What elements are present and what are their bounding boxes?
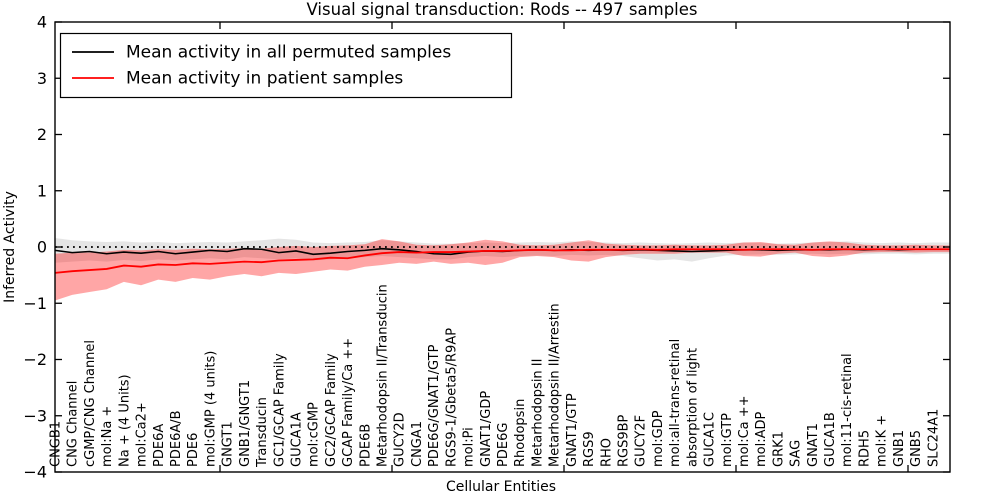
x-tick-label: GNAT1: [806, 423, 821, 467]
x-tick-label: mol:all-trans-retinal: [668, 339, 683, 467]
x-tick-label: mol:cGMP: [307, 402, 322, 467]
y-tick-label: 2: [37, 125, 47, 144]
x-tick-label: mol:ADP: [754, 411, 769, 467]
plot-frame: [54, 21, 951, 473]
x-tick-label: GUCA1B: [823, 412, 838, 467]
y-tick-label: −1: [23, 294, 47, 313]
x-tick-label: mol:11-cis-retinal: [840, 353, 855, 467]
x-tick-label: PDE6A/B: [169, 410, 184, 467]
y-tick-label: 4: [37, 13, 47, 32]
x-tick-label: GUCA1C: [703, 412, 718, 467]
x-tick-label: mol:GMP (4 units): [203, 351, 218, 467]
x-tick-label: PDE6: [186, 433, 201, 467]
legend-item-label: Mean activity in all permuted samples: [126, 43, 451, 63]
chart-title: Visual signal transduction: Rods -- 497 …: [307, 0, 698, 19]
patient-range-band: [55, 239, 950, 301]
x-tick-label: RDH5: [857, 430, 872, 467]
x-tick-label: GUCA1A: [289, 412, 304, 467]
x-tick-label: GC1/GCAP Family: [272, 353, 287, 467]
x-tick-label: GNAT1/GDP: [479, 391, 494, 467]
legend-item-label: Mean activity in patient samples: [126, 69, 403, 89]
x-tick-label: Metarhodopsin II/Arrestin: [548, 303, 563, 467]
x-tick-label: Metarhodopsin II: [530, 359, 545, 467]
y-tick-label: −3: [23, 406, 47, 425]
x-tick-label: SLC24A1: [926, 409, 941, 467]
x-tick-label: GNB5: [909, 430, 924, 467]
x-axis-label: Cellular Entities: [446, 479, 556, 495]
x-tick-label: cGMP/CNG Channel: [83, 340, 98, 467]
x-tick-label: mol:Ca2+: [135, 402, 150, 467]
x-tick-label: GNB1: [892, 430, 907, 467]
x-tick-label: mol:Na +: [100, 406, 115, 467]
x-tick-label: PDE6G/GNAT1/GTP: [427, 344, 442, 467]
x-tick-label: GRK1: [771, 431, 786, 467]
x-tick-label: GUCY2D: [393, 412, 408, 467]
x-tick-label: GNB1/GNGT1: [238, 380, 253, 467]
x-tick-label: RHO: [599, 438, 614, 467]
x-tick-label: GNAT1/GTP: [565, 393, 580, 467]
y-axis-label: Inferred Activity: [2, 191, 18, 303]
x-tick-label: Rhodopsin: [513, 399, 528, 467]
x-tick-label: GUCY2F: [634, 415, 649, 467]
x-tick-label: mol:K +: [875, 415, 890, 467]
legend-box: [59, 32, 513, 99]
x-tick-label: mol:GTP: [720, 413, 735, 467]
x-tick-label: PDE6B: [358, 424, 373, 467]
x-tick-label: GNGT1: [221, 421, 236, 467]
x-tick-label: mol:Ca ++: [737, 395, 752, 467]
y-tick-label: −2: [23, 350, 47, 369]
x-tick-label: RGS9: [582, 431, 597, 467]
x-tick-label: RGS9-1/Gbeta5/R9AP: [444, 328, 459, 467]
x-tick-label: Na + (4 Units): [117, 374, 132, 467]
y-tick-label: 1: [37, 181, 47, 200]
x-tick-label: GCAP Family/Ca ++: [341, 338, 356, 467]
x-tick-label: CNG Channel: [66, 381, 81, 467]
x-tick-label: RGS9BP: [616, 414, 631, 467]
patient-mean-line: [54, 248, 950, 274]
x-tick-label: absorption of light: [685, 348, 700, 467]
x-tick-label: mol:GDP: [651, 410, 666, 467]
x-tick-label: PDE6G: [496, 423, 511, 467]
x-tick-label: mol:Pi: [462, 427, 477, 467]
x-tick-label: Metarhodopsin II/Transducin: [376, 284, 391, 467]
x-tick-label: Transducin: [255, 397, 270, 468]
y-tick-label: 0: [37, 238, 47, 257]
x-tick-label: CNGB1: [49, 421, 64, 467]
y-tick-label: −4: [23, 463, 47, 482]
x-tick-label: SAG: [789, 440, 804, 467]
x-tick-label: GC2/GCAP Family: [324, 353, 339, 467]
y-tick-label: 3: [37, 69, 47, 88]
x-tick-label: PDE6A: [152, 424, 167, 467]
x-tick-label: CNGA1: [410, 421, 425, 467]
